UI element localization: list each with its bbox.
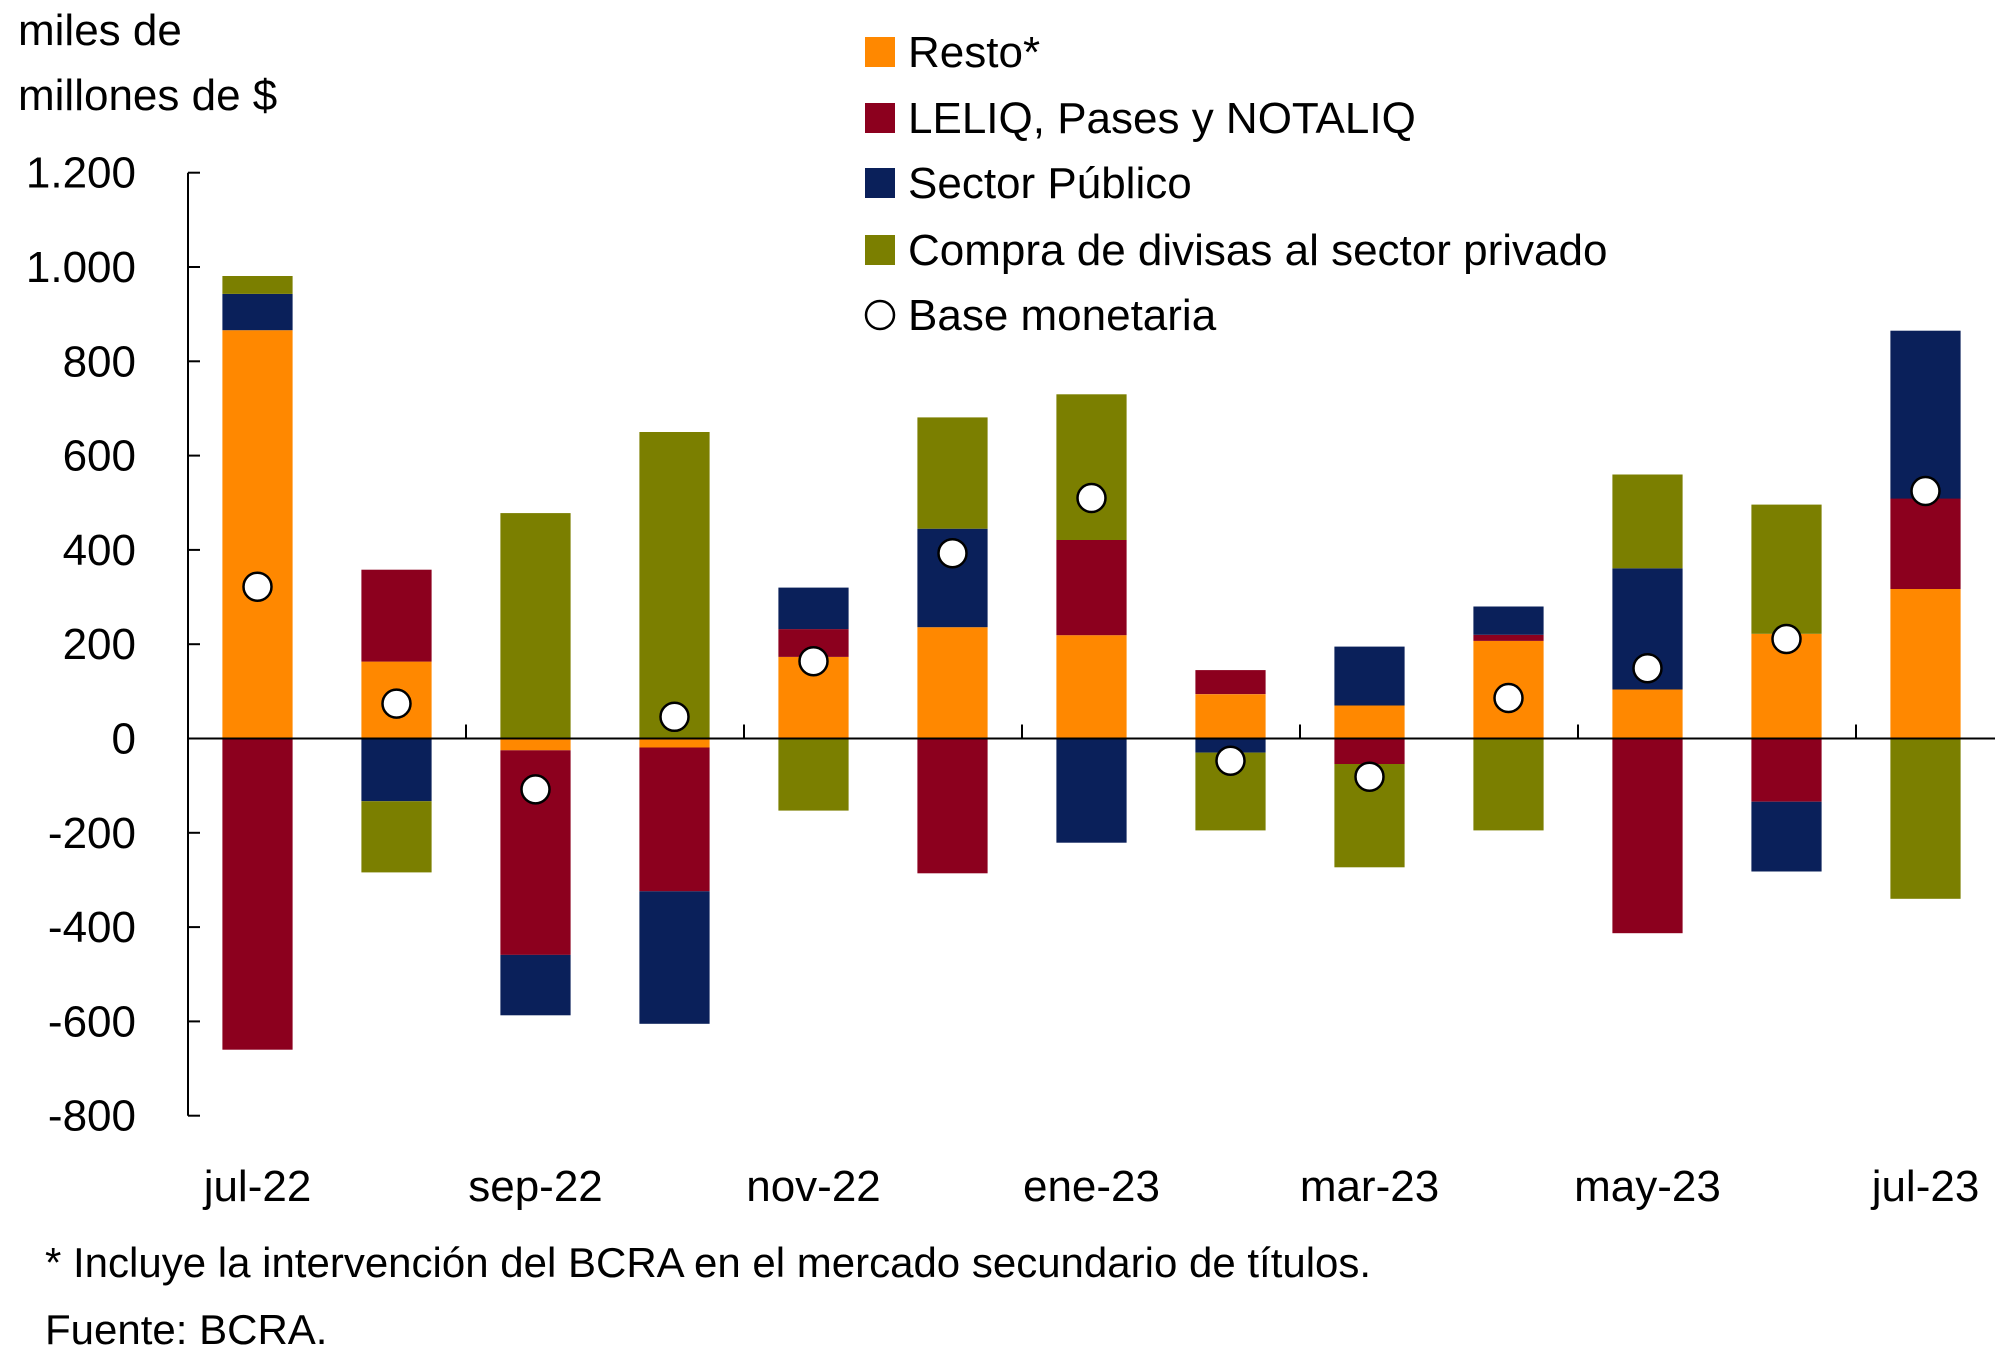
x-tick-label: mar-23 <box>1300 1162 1439 1211</box>
base-monetaria-point-abr-23 <box>1493 682 1524 714</box>
bar-sector-p-blico-sep-22 <box>500 954 571 1016</box>
legend-label-compra-de-divisas-al-sector-privado: Compra de divisas al sector privado <box>908 226 1607 275</box>
bar-compra-de-divisas-al-sector-privado-oct-22 <box>639 432 710 739</box>
x-axis-labels: jul-22 sep-22 nov-22 ene-23 mar-23 may-23 jul-… <box>202 1162 1980 1211</box>
bar-sector-p-blico-jul-23 <box>1890 330 1961 499</box>
bars-group <box>222 276 1961 1050</box>
source-text: Fuente: BCRA. <box>45 1306 327 1353</box>
axes-group: 1.200 1.000 800 600 400 200 0 -200 -400 -600 -800 <box>26 149 1995 1141</box>
bar-sector-p-blico-jun-23 <box>1751 801 1822 872</box>
x-tick-label: jul-23 <box>1870 1162 1980 1211</box>
bar-leliq-pases-y-notaliq-jul-22 <box>222 738 293 1050</box>
y-tick-label: 1.000 <box>26 243 136 292</box>
base-monetaria-point-mar-23 <box>1354 761 1385 792</box>
y-tick-label: 600 <box>63 432 136 481</box>
x-tick-label: nov-22 <box>746 1162 881 1211</box>
x-tick-label: ene-23 <box>1023 1162 1160 1211</box>
y-tick-label: -600 <box>48 997 136 1046</box>
bar-compra-de-divisas-al-sector-privado-ago-22 <box>361 801 432 873</box>
y-axis-title-line-2: millones de $ <box>18 71 277 120</box>
y-tick-label: 0 <box>112 715 136 764</box>
bar-resto-oct-22 <box>639 738 710 748</box>
bar-compra-de-divisas-al-sector-privado-abr-23 <box>1473 738 1544 831</box>
y-tick-label: 400 <box>63 526 136 575</box>
base-monetaria-point-sep-22 <box>520 774 551 805</box>
bar-compra-de-divisas-al-sector-privado-ene-23 <box>1056 394 1127 540</box>
base-monetaria-point-jun-23 <box>1771 623 1802 655</box>
legend-label-sector-p-blico: Sector Público <box>908 159 1192 208</box>
y-axis-title-line-1: miles de <box>18 6 182 55</box>
y-tick-label: -800 <box>48 1092 136 1141</box>
bar-resto-ene-23 <box>1056 635 1127 739</box>
bar-compra-de-divisas-al-sector-privado-nov-22 <box>778 738 849 811</box>
bar-compra-de-divisas-al-sector-privado-jul-23 <box>1890 738 1961 899</box>
bar-sector-p-blico-nov-22 <box>778 587 849 630</box>
legend-swatch-leliq-pases-y-notaliq <box>865 103 895 133</box>
bar-leliq-pases-y-notaliq-oct-22 <box>639 747 710 892</box>
base-monetaria-point-oct-22 <box>659 701 690 733</box>
legend-marker-base-monetaria <box>864 299 896 331</box>
base-monetaria-point-dic-22 <box>937 537 968 569</box>
y-tick-label: -400 <box>48 903 136 952</box>
y-tick-label: -200 <box>48 809 136 858</box>
bar-resto-sep-22 <box>500 738 571 751</box>
bar-compra-de-divisas-al-sector-privado-may-23 <box>1612 474 1683 569</box>
bar-sector-p-blico-mar-23 <box>1334 646 1405 706</box>
bar-compra-de-divisas-al-sector-privado-dic-22 <box>917 417 988 529</box>
base-monetaria-point-feb-23 <box>1215 745 1246 776</box>
y-axis-title: miles de millones de $ <box>18 6 277 120</box>
bar-resto-may-23 <box>1612 689 1683 739</box>
bar-resto-jul-23 <box>1890 589 1961 739</box>
base-monetaria-point-nov-22 <box>798 645 829 677</box>
footnote-text: * Incluye la intervención del BCRA en el… <box>45 1239 1371 1286</box>
bar-compra-de-divisas-al-sector-privado-jun-23 <box>1751 504 1822 634</box>
bar-leliq-pases-y-notaliq-mar-23 <box>1334 738 1405 764</box>
bar-resto-feb-23 <box>1195 694 1266 739</box>
bar-leliq-pases-y-notaliq-feb-23 <box>1195 670 1266 695</box>
base-monetaria-markers <box>242 475 1941 805</box>
base-monetaria-point-jul-23 <box>1910 475 1941 507</box>
bar-sector-p-blico-oct-22 <box>639 891 710 1024</box>
legend-swatch-resto <box>865 37 895 67</box>
base-monetaria-point-jul-22 <box>242 571 273 602</box>
base-monetaria-point-may-23 <box>1632 652 1663 684</box>
legend-swatch-sector-p-blico <box>865 168 895 198</box>
y-tick-label: 1.200 <box>26 149 136 198</box>
legend-label-leliq-pases-y-notaliq: LELIQ, Pases y NOTALIQ <box>908 94 1416 143</box>
base-monetaria-point-ene-23 <box>1076 482 1107 514</box>
bar-resto-dic-22 <box>917 627 988 739</box>
y-tick-label: 200 <box>63 620 136 669</box>
legend: Resto* LELIQ, Pases y NOTALIQ Sector Públi… <box>864 28 1607 340</box>
bar-resto-mar-23 <box>1334 705 1405 739</box>
bar-leliq-pases-y-notaliq-ene-23 <box>1056 540 1127 636</box>
bar-leliq-pases-y-notaliq-jul-23 <box>1890 498 1961 589</box>
bar-leliq-pases-y-notaliq-may-23 <box>1612 738 1683 934</box>
bar-leliq-pases-y-notaliq-dic-22 <box>917 738 988 874</box>
bar-sector-p-blico-ene-23 <box>1056 738 1127 843</box>
bar-compra-de-divisas-al-sector-privado-sep-22 <box>500 513 571 739</box>
bar-sector-p-blico-abr-23 <box>1473 606 1544 635</box>
bar-resto-jul-22 <box>222 330 293 739</box>
x-tick-label: jul-22 <box>202 1162 312 1211</box>
bar-leliq-pases-y-notaliq-ago-22 <box>361 569 432 662</box>
x-tick-label: sep-22 <box>468 1162 603 1211</box>
bar-leliq-pases-y-notaliq-abr-23 <box>1473 634 1544 641</box>
bar-leliq-pases-y-notaliq-jun-23 <box>1751 738 1822 802</box>
bar-sector-p-blico-ago-22 <box>361 738 432 802</box>
y-tick-label: 800 <box>63 337 136 386</box>
bar-sector-p-blico-jul-22 <box>222 293 293 331</box>
legend-swatch-compra-de-divisas-al-sector-privado <box>865 235 895 265</box>
base-monetaria-point-ago-22 <box>381 688 412 719</box>
x-tick-label: may-23 <box>1574 1162 1721 1211</box>
legend-label-base-monetaria: Base monetaria <box>908 291 1217 340</box>
bar-compra-de-divisas-al-sector-privado-jul-22 <box>222 276 293 294</box>
legend-label-resto: Resto* <box>908 28 1040 77</box>
